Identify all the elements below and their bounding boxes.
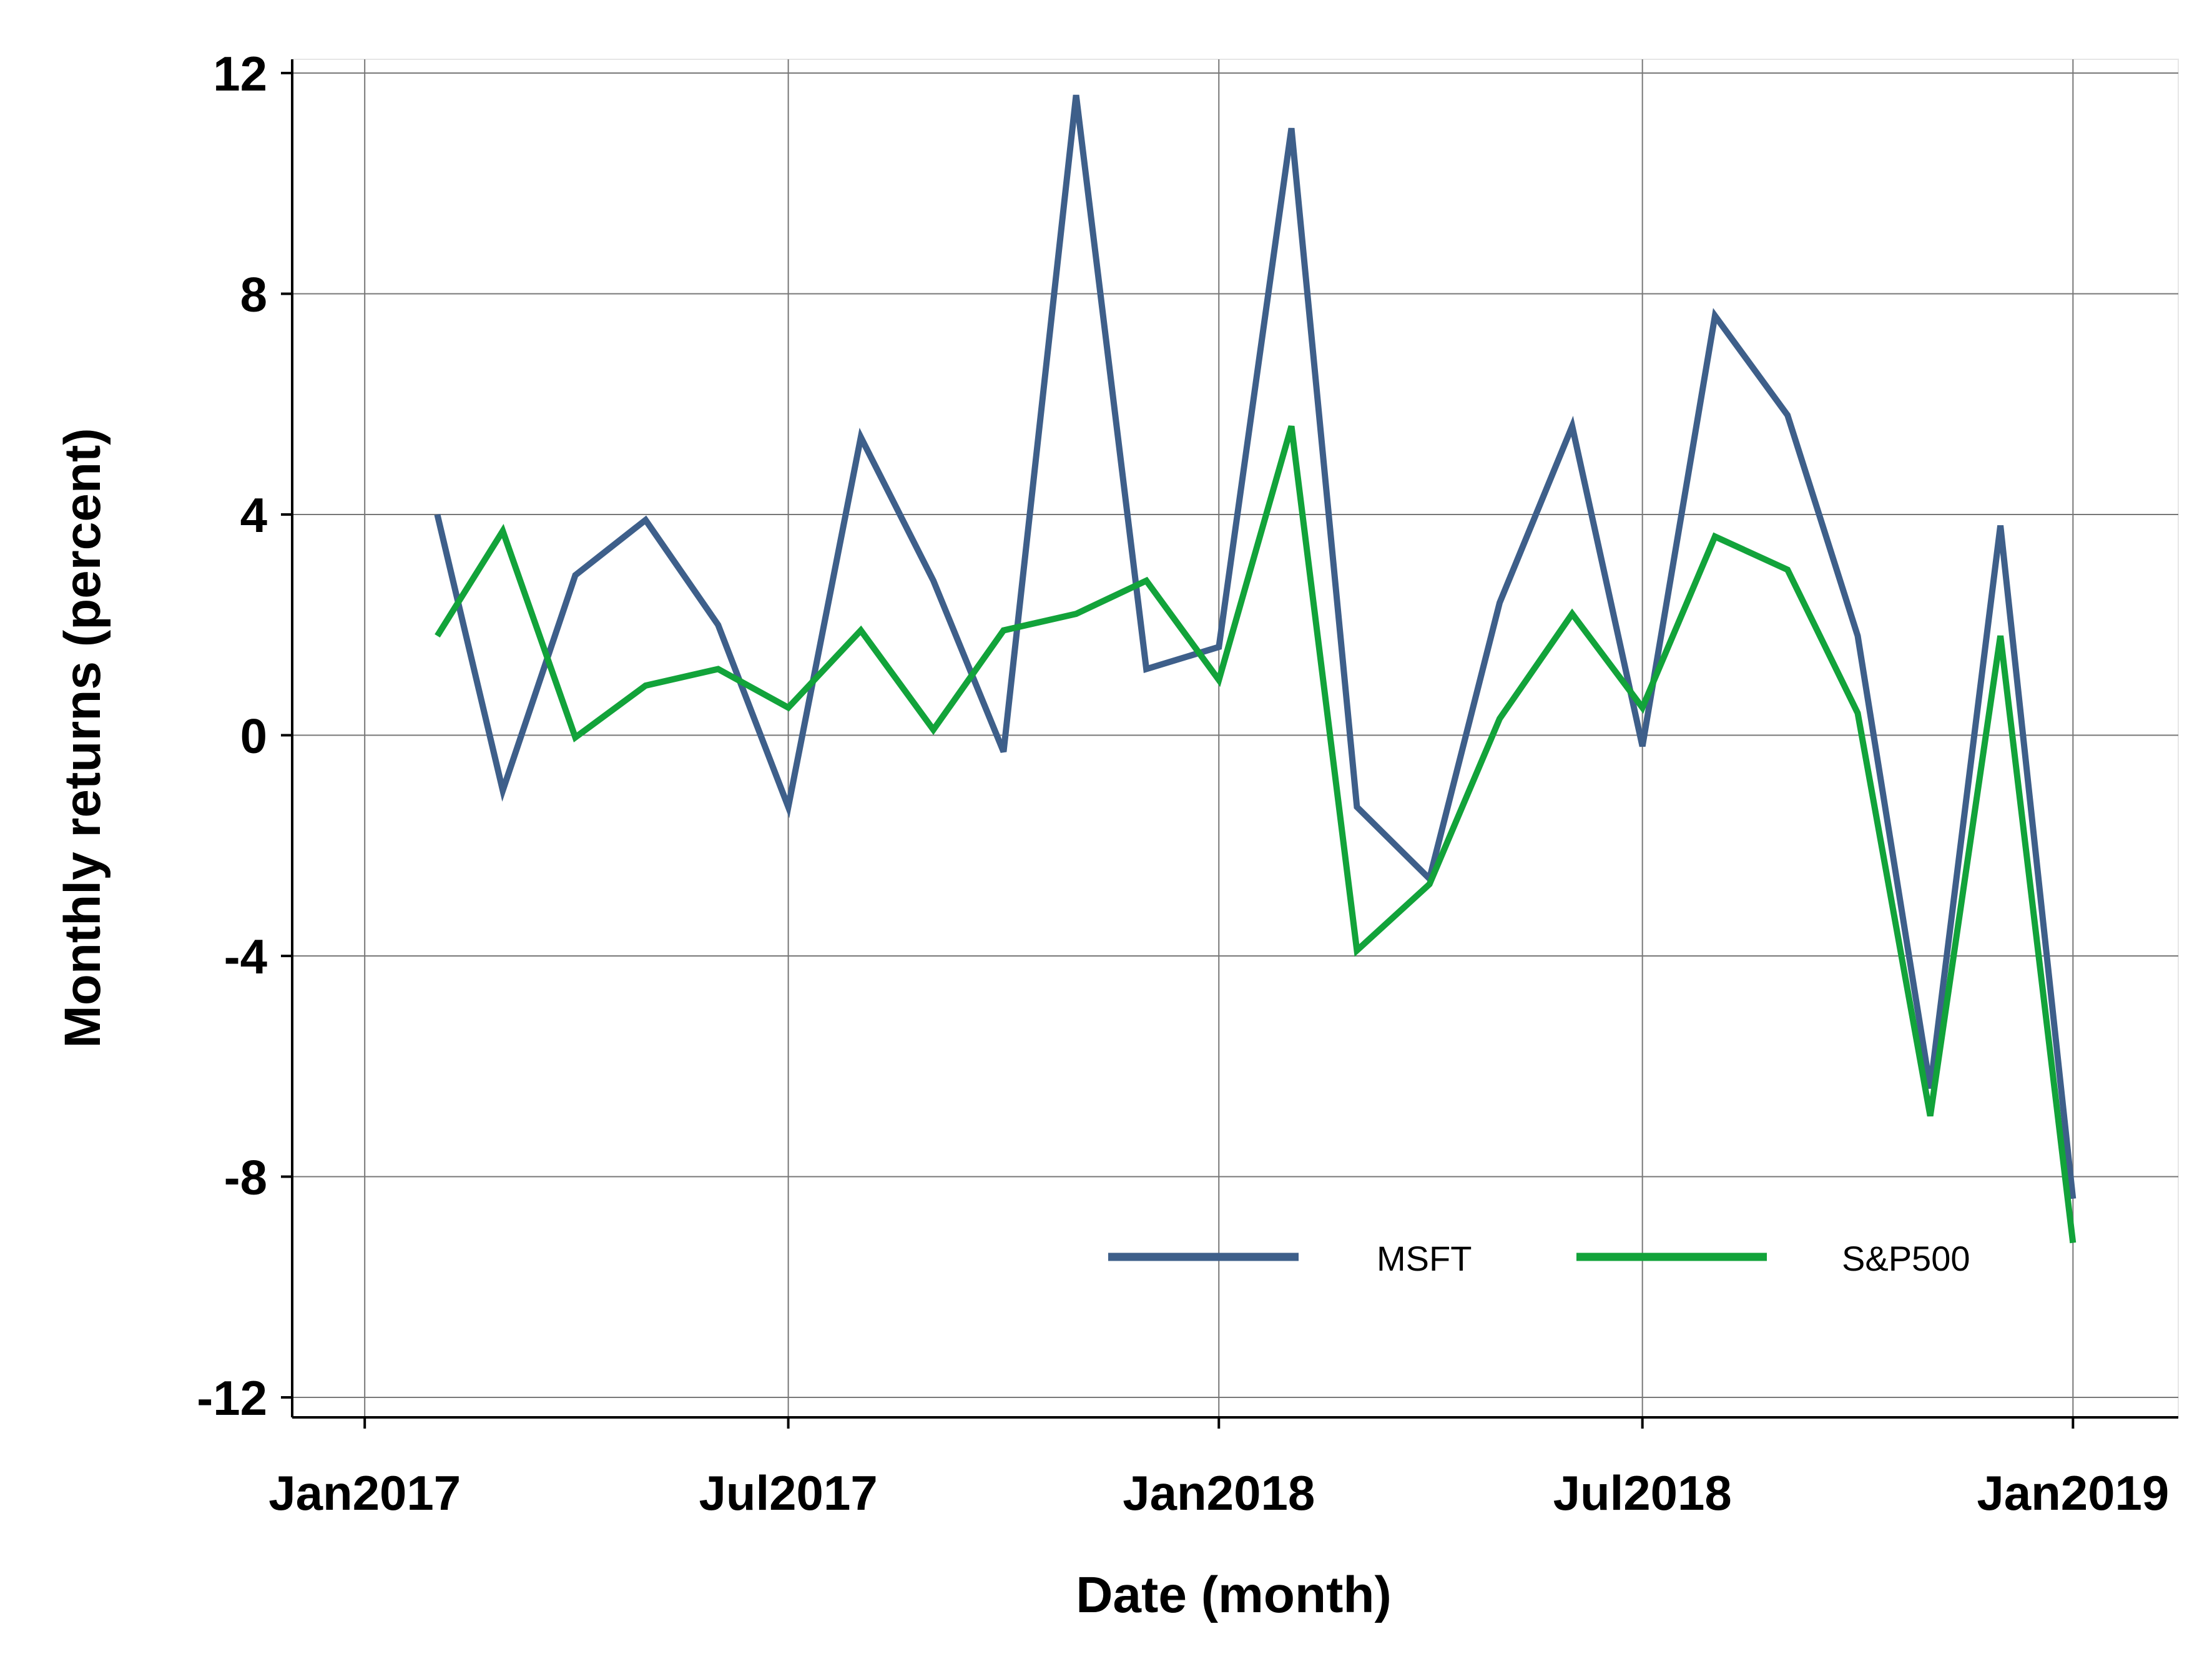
series-lines — [434, 94, 2077, 1244]
legend-label-msft: MSFT — [1377, 1239, 1472, 1278]
x-tick-label: Jan2019 — [1977, 1465, 2169, 1520]
x-tick-label: Jan2018 — [1123, 1465, 1315, 1520]
axes — [291, 59, 2178, 1419]
y-tick-label: 0 — [240, 709, 267, 764]
x-tick-label: Jul2017 — [699, 1465, 877, 1520]
y-tick-label: -8 — [224, 1150, 267, 1205]
legend-label-sp500: S&P500 — [1842, 1239, 1970, 1278]
gridlines — [292, 59, 2178, 1417]
y-tick-label: 8 — [240, 267, 267, 322]
y-tick-label: 12 — [213, 46, 267, 101]
tick-labels: -12 -8 -4 0 4 8 12 Jan2017 Jul2017 Jan2018 Jul2018… — [197, 46, 2169, 1520]
legend: MSFT S&P500 — [1108, 1239, 1970, 1278]
x-axis-title: Date (month) — [1076, 1567, 1392, 1623]
tick-marks — [281, 72, 2075, 1429]
y-tick-label: 4 — [240, 488, 267, 543]
series-line-msft — [434, 94, 2077, 1199]
x-tick-label: Jul2018 — [1553, 1465, 1732, 1520]
y-axis-title: Monthly returns (percent) — [54, 428, 111, 1048]
y-tick-label: -12 — [197, 1371, 267, 1425]
series-line-sp500 — [435, 425, 2077, 1244]
x-tick-label: Jan2017 — [268, 1465, 461, 1520]
y-tick-label: -4 — [224, 929, 267, 984]
